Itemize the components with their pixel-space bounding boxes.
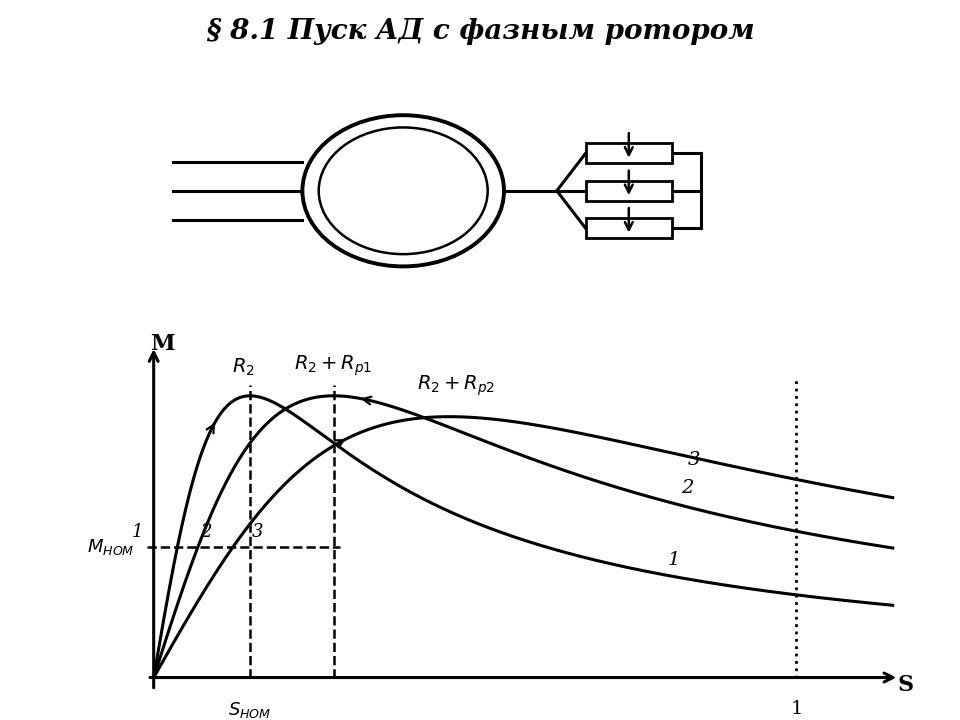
Text: S: S [898,675,914,696]
Text: 1: 1 [132,523,143,541]
Text: 3: 3 [687,451,700,469]
FancyBboxPatch shape [586,181,672,201]
FancyBboxPatch shape [586,143,672,163]
Text: 2: 2 [200,523,211,541]
Text: $R_2+R_{p2}$: $R_2+R_{p2}$ [417,374,494,398]
Text: $S_{НОМ}$: $S_{НОМ}$ [228,700,272,720]
Text: § 8.1 Пуск АД с фазным ротором: § 8.1 Пуск АД с фазным ротором [205,18,755,45]
Text: 2: 2 [681,479,693,497]
Text: $R_2+R_{p1}$: $R_2+R_{p1}$ [295,353,372,377]
Text: 1: 1 [668,552,681,570]
Text: 1: 1 [790,700,803,718]
Text: $M_{НОМ}$: $M_{НОМ}$ [87,537,134,557]
Text: $R_2$: $R_2$ [232,356,255,377]
Text: 3: 3 [252,523,263,541]
FancyBboxPatch shape [586,218,672,238]
Text: M: M [151,333,175,355]
